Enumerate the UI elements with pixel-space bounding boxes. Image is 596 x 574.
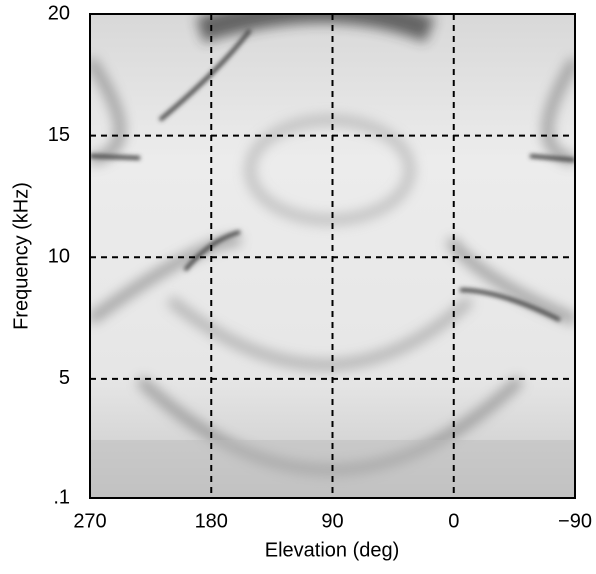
y-tick-label: .1: [53, 486, 70, 508]
y-axis-label: Frequency (kHz): [10, 182, 32, 330]
y-tick-label: 10: [48, 245, 70, 267]
y-tick-label: 5: [59, 367, 70, 389]
x-tick-label: −90: [558, 510, 592, 532]
y-tick-label: 20: [48, 2, 70, 24]
x-axis-label: Elevation (deg): [265, 539, 400, 561]
plot-frame: [89, 13, 576, 499]
x-tick-label: 90: [321, 510, 343, 532]
y-tick-label: 15: [48, 124, 70, 146]
x-tick-label: 0: [448, 510, 459, 532]
x-tick-label: 270: [73, 510, 106, 532]
x-tick-label: 180: [195, 510, 228, 532]
